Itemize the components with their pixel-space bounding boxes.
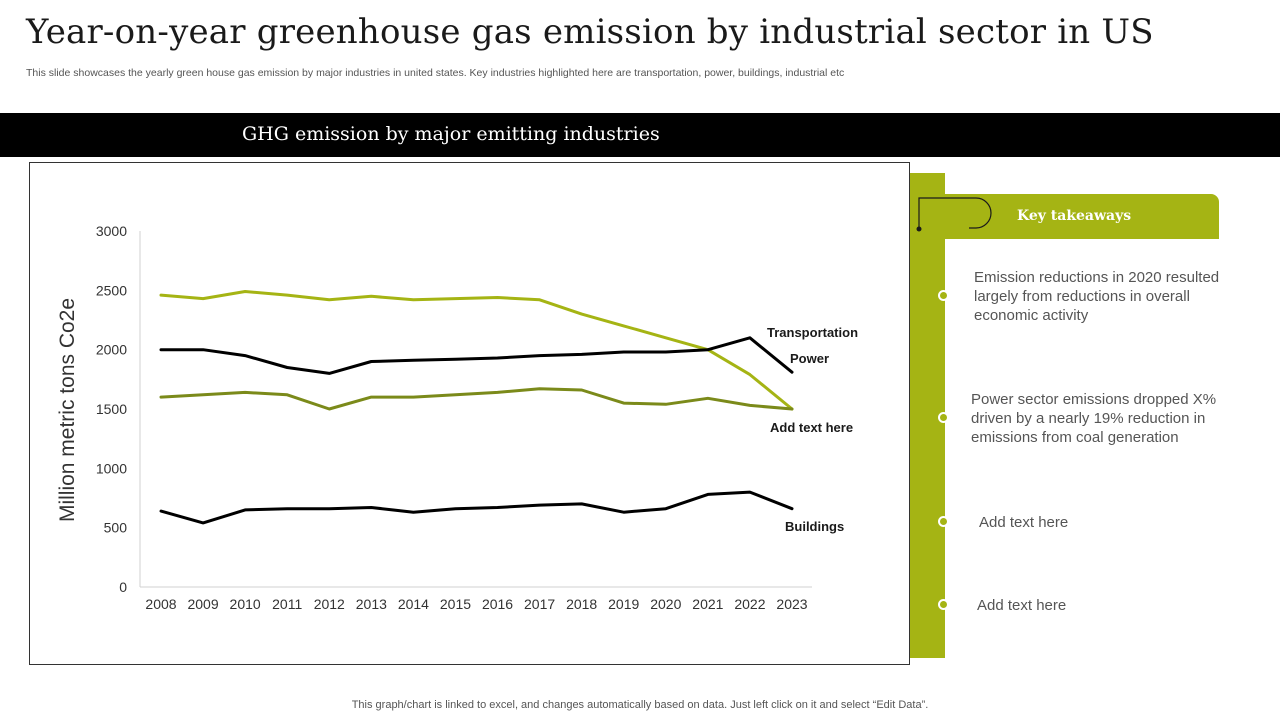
series-label: Buildings	[785, 519, 844, 534]
y-tick-label: 0	[119, 579, 127, 595]
x-tick-label: 2023	[776, 596, 807, 612]
series-line-add-text-here	[159, 387, 794, 411]
x-tick-label: 2008	[145, 596, 176, 612]
takeaway-bullet-icon	[938, 516, 949, 527]
takeaways-title: Key takeaways	[1017, 208, 1132, 224]
y-tick-label: 2500	[96, 282, 127, 298]
x-tick-label: 2021	[692, 596, 723, 612]
takeaway-bullet-icon	[938, 290, 949, 301]
takeaway-item: Power sector emissions dropped X% driven…	[971, 391, 1217, 446]
x-tick-label: 2022	[734, 596, 765, 612]
bracket-connector-icon	[916, 197, 992, 232]
x-tick-label: 2020	[650, 596, 681, 612]
y-tick-label: 2000	[96, 342, 127, 358]
x-tick-label: 2018	[566, 596, 597, 612]
takeaway-bullet-icon	[938, 412, 949, 423]
series-label: Transportation	[767, 325, 858, 340]
x-tick-label: 2010	[230, 596, 261, 612]
y-tick-label: 500	[104, 520, 128, 536]
x-tick-label: 2011	[272, 596, 302, 612]
x-tick-label: 2017	[524, 596, 555, 612]
x-tick-label: 2013	[356, 596, 387, 612]
y-tick-label: 3000	[96, 223, 127, 239]
takeaway-bullet-icon	[938, 599, 949, 610]
y-tick-label: 1000	[96, 460, 127, 476]
takeaway-item: Add text here	[977, 597, 1067, 614]
x-tick-label: 2015	[440, 596, 471, 612]
x-tick-label: 2009	[187, 596, 218, 612]
banner-title: GHG emission by major emitting industrie…	[242, 123, 660, 145]
x-tick-label: 2014	[398, 596, 429, 612]
series-label: Add text here	[770, 420, 853, 435]
y-axis-label: Million metric tons Co2e	[56, 298, 79, 522]
x-tick-label: 2019	[608, 596, 639, 612]
x-tick-label: 2016	[482, 596, 513, 612]
page-subtitle: This slide showcases the yearly green ho…	[26, 67, 845, 79]
series-label: Power	[790, 351, 829, 366]
footer-note: This graph/chart is linked to excel, and…	[351, 699, 929, 711]
takeaway-item: Emission reductions in 2020 resulted lar…	[974, 269, 1220, 324]
y-tick-label: 1500	[96, 401, 127, 417]
x-tick-label: 2012	[314, 596, 345, 612]
section-banner: GHG emission by major emitting industrie…	[0, 113, 1280, 157]
series-line-power	[159, 336, 794, 375]
series-line-transportation	[159, 290, 794, 411]
takeaway-item: Add text here	[979, 514, 1069, 531]
chart-container[interactable]: 0 500 1000 1500 2000 2500 3000 2008 2009 2010 2011…	[29, 162, 910, 665]
page-title: Year-on-year greenhouse gas emission by …	[26, 12, 1154, 52]
line-chart: 0 500 1000 1500 2000 2500 3000 2008 2009 2010 2011…	[56, 223, 858, 612]
series-line-buildings	[159, 490, 794, 525]
